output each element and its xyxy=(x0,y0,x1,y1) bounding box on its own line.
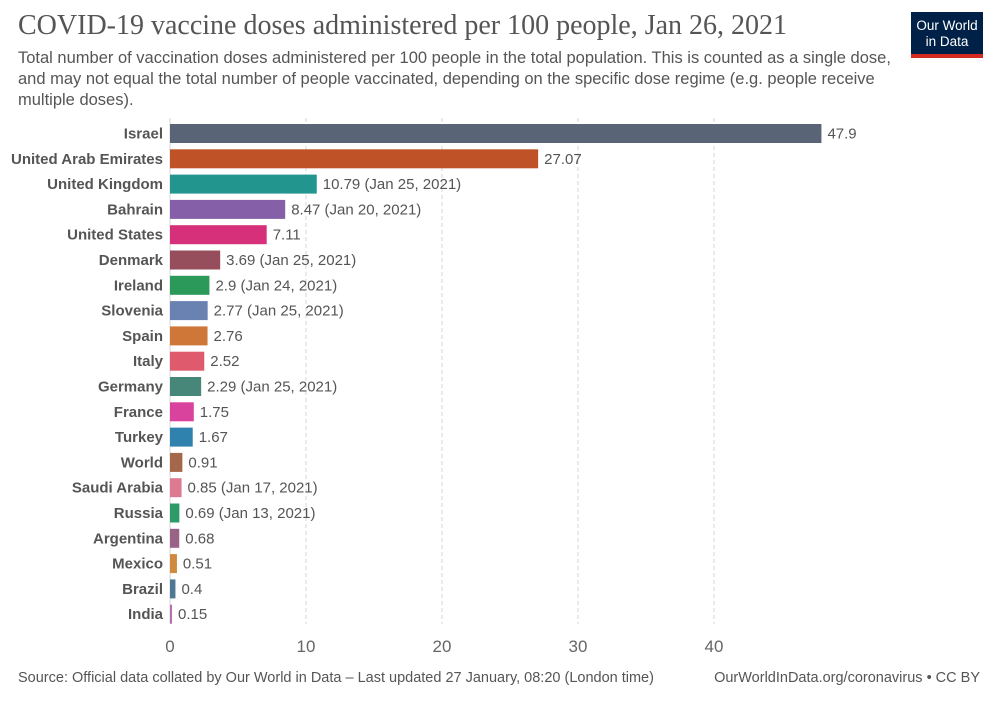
x-axis-ticks: 0 10 20 30 40 xyxy=(165,637,723,656)
x-tick-label: 0 xyxy=(165,637,174,656)
x-tick-label: 40 xyxy=(705,637,724,656)
chart-title: COVID-19 vaccine doses administered per … xyxy=(18,10,788,41)
logo-line-2: in Data xyxy=(925,34,969,49)
category-label: United Kingdom xyxy=(47,176,163,193)
bar-united-states[interactable] xyxy=(170,225,267,245)
bar-germany[interactable] xyxy=(170,377,202,396)
category-label: Russia xyxy=(114,505,164,522)
value-label: 27.07 xyxy=(544,151,582,168)
value-label: 2.29 (Jan 25, 2021) xyxy=(207,379,337,396)
source-note: Source: Official data collated by Our Wo… xyxy=(18,670,654,686)
owid-logo[interactable]: Our World in Data xyxy=(911,12,983,58)
bar-world[interactable] xyxy=(170,452,183,472)
category-label: Germany xyxy=(98,379,164,396)
category-label: Bahrain xyxy=(107,201,163,218)
value-label: 0.91 xyxy=(188,454,217,471)
bar-spain[interactable] xyxy=(170,326,208,346)
category-label: United Arab Emirates xyxy=(11,151,163,168)
category-label: Italy xyxy=(133,353,164,370)
category-label: Mexico xyxy=(112,556,163,573)
category-label: Brazil xyxy=(122,581,163,598)
value-label: 1.75 xyxy=(200,404,229,421)
bar-russia[interactable] xyxy=(170,503,180,523)
labels: Israel 47.9 United Arab Emirates 27.07 Unite… xyxy=(11,126,857,624)
value-label: 0.51 xyxy=(183,556,212,573)
category-label: Israel xyxy=(124,126,163,143)
logo-line-1: Our World xyxy=(916,18,978,33)
grid-lines xyxy=(169,118,715,624)
bar-united-arab-emirates[interactable] xyxy=(170,149,539,169)
bar-saudi-arabia[interactable] xyxy=(170,478,182,498)
value-label: 0.15 xyxy=(178,606,207,623)
bar-denmark[interactable] xyxy=(170,250,221,270)
value-label: 10.79 (Jan 25, 2021) xyxy=(323,176,461,193)
x-tick-label: 30 xyxy=(569,637,588,656)
credit-link[interactable]: OurWorldInData.org/coronavirus • CC BY xyxy=(714,670,980,686)
bar-mexico[interactable] xyxy=(170,554,177,574)
bar-israel[interactable] xyxy=(170,124,822,143)
value-label: 7.11 xyxy=(273,227,301,244)
value-label: 3.69 (Jan 25, 2021) xyxy=(226,252,356,269)
category-label: World xyxy=(121,454,163,471)
value-label: 2.77 (Jan 25, 2021) xyxy=(214,303,344,320)
value-label: 47.9 xyxy=(827,126,856,143)
category-label: Spain xyxy=(122,328,163,345)
category-label: Ireland xyxy=(114,277,163,294)
value-label: 2.52 xyxy=(210,353,239,370)
bar-bahrain[interactable] xyxy=(170,199,286,219)
category-label: Denmark xyxy=(99,252,164,269)
bars xyxy=(170,124,822,624)
value-label: 2.76 xyxy=(214,328,243,345)
category-label: Saudi Arabia xyxy=(72,480,164,497)
value-label: 0.85 (Jan 17, 2021) xyxy=(188,480,318,497)
bar-united-kingdom[interactable] xyxy=(170,174,317,194)
category-label: Turkey xyxy=(115,429,164,446)
category-label: Slovenia xyxy=(101,303,163,320)
category-label: India xyxy=(128,606,164,623)
chart-subtitle: Total number of vaccination doses admini… xyxy=(18,49,891,109)
category-label: France xyxy=(114,404,163,421)
bar-slovenia[interactable] xyxy=(170,301,208,321)
x-tick-label: 10 xyxy=(297,637,316,656)
bar-brazil[interactable] xyxy=(170,579,176,599)
category-label: United States xyxy=(67,227,163,244)
bar-france[interactable] xyxy=(170,402,194,422)
value-label: 1.67 xyxy=(199,429,228,446)
bar-argentina[interactable] xyxy=(170,528,180,548)
value-label: 8.47 (Jan 20, 2021) xyxy=(291,201,421,218)
bar-italy[interactable] xyxy=(170,351,205,371)
bar-ireland[interactable] xyxy=(170,275,210,295)
bar-turkey[interactable] xyxy=(170,427,193,447)
value-label: 0.68 xyxy=(185,530,214,547)
value-label: 0.69 (Jan 13, 2021) xyxy=(185,505,315,522)
bar-india[interactable] xyxy=(170,604,173,624)
value-label: 0.4 xyxy=(181,581,202,598)
value-label: 2.9 (Jan 24, 2021) xyxy=(215,277,337,294)
category-label: Argentina xyxy=(93,530,164,547)
x-tick-label: 20 xyxy=(433,637,452,656)
